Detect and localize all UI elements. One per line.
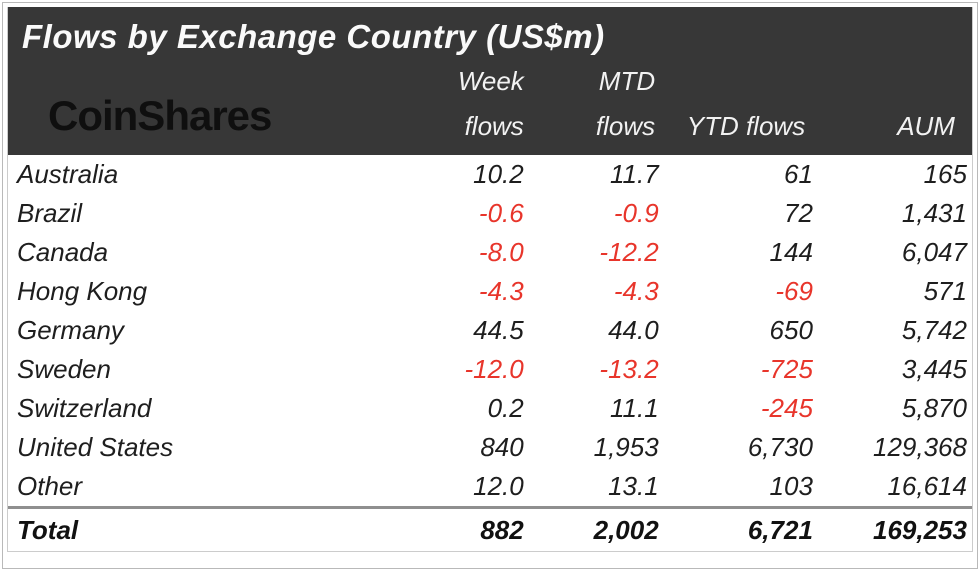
- aum-cell: 6,047: [901, 237, 967, 267]
- table-row: Germany 44.5 44.0 650 5,742: [8, 311, 972, 350]
- mtd-cell: -0.9: [613, 198, 659, 228]
- ytd-cell: 144: [769, 237, 813, 267]
- total-week-flows: 882: [480, 514, 524, 545]
- column-header-line: flows: [464, 111, 524, 141]
- country-cell: Brazil: [17, 198, 83, 228]
- mtd-cell: -12.2: [599, 237, 659, 267]
- aum-cell: 16,614: [887, 471, 967, 501]
- flows-table: Flows by Exchange Country (US$m) CoinSha…: [7, 7, 973, 552]
- column-header-line: AUM: [897, 111, 955, 141]
- aum-cell: 5,870: [901, 393, 967, 423]
- ytd-cell: 6,730: [747, 432, 813, 462]
- week-cell: 840: [480, 432, 524, 462]
- week-cell: -12.0: [464, 354, 524, 384]
- country-cell: Germany: [17, 315, 124, 345]
- aum-cell: 3,445: [901, 354, 967, 384]
- column-header-row: CoinShares Week flows MTD flows YTD flow…: [22, 59, 960, 149]
- week-cell: -0.6: [478, 198, 524, 228]
- total-ytd-flows: 6,721: [747, 514, 813, 545]
- table-row: Brazil -0.6 -0.9 72 1,431: [8, 194, 972, 233]
- column-header-line: [655, 59, 805, 104]
- country-cell: Switzerland: [17, 393, 152, 423]
- mtd-cell: -13.2: [599, 354, 659, 384]
- aum-cell: 165: [923, 159, 967, 189]
- table-row: Australia 10.2 11.7 61 165: [8, 155, 972, 194]
- mtd-cell: -4.3: [613, 276, 659, 306]
- country-cell: United States: [17, 432, 174, 462]
- column-header-line: YTD flows: [686, 111, 806, 141]
- country-cell: Hong Kong: [17, 276, 148, 306]
- mtd-cell: 1,953: [593, 432, 659, 462]
- aum-cell: 1,431: [901, 198, 967, 228]
- table-row: Other 12.0 13.1 103 16,614: [8, 467, 972, 506]
- total-row: Total 882 2,002 6,721 169,253: [8, 506, 972, 551]
- week-cell: 44.5: [473, 315, 524, 345]
- ytd-cell: 103: [769, 471, 813, 501]
- column-header-week-flows: Week flows: [336, 59, 524, 149]
- country-cell: Sweden: [17, 354, 111, 384]
- mtd-cell: 11.1: [610, 393, 659, 423]
- column-header-line: flows: [595, 111, 656, 141]
- column-header-aum: AUM: [805, 59, 960, 149]
- ytd-cell: -725: [760, 354, 813, 384]
- column-header-ytd-flows: YTD flows: [655, 59, 805, 149]
- column-header-line: MTD: [598, 66, 656, 96]
- total-mtd-flows: 2,002: [593, 514, 659, 545]
- mtd-cell: 11.7: [610, 159, 659, 189]
- column-header-line: Week: [457, 66, 524, 96]
- aum-cell: 129,368: [872, 432, 967, 462]
- country-cell: Other: [17, 471, 83, 501]
- total-aum: 169,253: [872, 514, 967, 545]
- aum-cell: 571: [923, 276, 967, 306]
- week-cell: -8.0: [478, 237, 524, 267]
- ytd-cell: 650: [769, 315, 813, 345]
- ytd-cell: -245: [760, 393, 813, 423]
- table-title: Flows by Exchange Country (US$m): [22, 18, 605, 55]
- column-header-mtd-flows: MTD flows: [524, 59, 655, 149]
- total-label: Total: [17, 514, 79, 545]
- mtd-cell: 13.1: [608, 471, 659, 501]
- table-row: United States 840 1,953 6,730 129,368: [8, 428, 972, 467]
- week-cell: 0.2: [487, 393, 524, 423]
- ytd-cell: -69: [775, 276, 813, 306]
- table-header: Flows by Exchange Country (US$m) CoinSha…: [8, 7, 972, 155]
- aum-cell: 5,742: [901, 315, 967, 345]
- ytd-cell: 72: [784, 198, 813, 228]
- country-cell: Canada: [17, 237, 109, 267]
- table-row: Hong Kong -4.3 -4.3 -69 571: [8, 272, 972, 311]
- week-cell: 12.0: [473, 471, 524, 501]
- table-body: Australia 10.2 11.7 61 165 Brazil -0.6 -0.9 72 1,…: [8, 155, 972, 506]
- week-cell: 10.2: [473, 159, 524, 189]
- week-cell: -4.3: [478, 276, 524, 306]
- table-row: Sweden -12.0 -13.2 -725 3,445: [8, 350, 972, 389]
- mtd-cell: 44.0: [608, 315, 659, 345]
- table-row: Switzerland 0.2 11.1 -245 5,870: [8, 389, 972, 428]
- column-header-line: [805, 59, 955, 104]
- table-row: Canada -8.0 -12.2 144 6,047: [8, 233, 972, 272]
- coinshares-logo: CoinShares: [48, 92, 272, 139]
- country-cell: Australia: [17, 159, 119, 189]
- ytd-cell: 61: [784, 159, 813, 189]
